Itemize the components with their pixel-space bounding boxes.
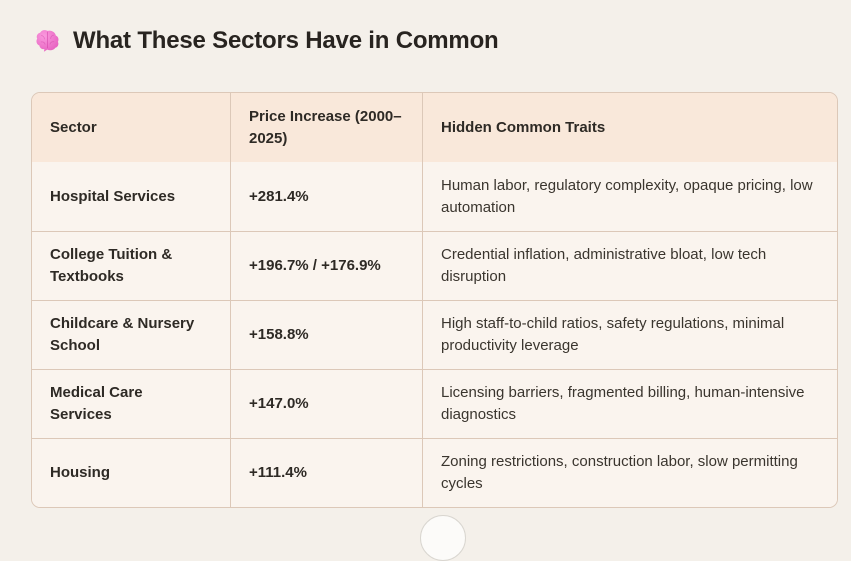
column-header-hidden-traits: Hidden Common Traits: [422, 93, 837, 162]
price-increase-cell: +111.4%: [230, 439, 422, 507]
column-header-price-increase: Price Increase (2000–2025): [230, 93, 422, 162]
price-increase-cell: +147.0%: [230, 370, 422, 438]
sector-comparison-table: Sector Price Increase (2000–2025) Hidden…: [31, 92, 838, 508]
sector-cell: Hospital Services: [50, 187, 176, 205]
table-body: Hospital Services +281.4% Human labor, reg…: [32, 162, 837, 507]
price-increase-cell: +196.7% / +176.9%: [230, 232, 422, 300]
price-increase-cell: +281.4%: [230, 162, 422, 231]
hidden-traits-cell: Credential inflation, administrative blo…: [422, 232, 837, 300]
scroll-down-button[interactable]: [420, 515, 466, 561]
page-title: What These Sectors Have in Common: [73, 27, 499, 54]
table-row: Housing +111.4% Zoning restrictions, const…: [32, 438, 837, 507]
brain-emoji: [36, 29, 59, 52]
sector-cell: Childcare & Nursery School: [50, 315, 195, 354]
hidden-traits-cell: Human labor, regulatory complexity, opaq…: [422, 162, 837, 231]
table-row: Medical Care Services +147.0% Licensing ba…: [32, 369, 837, 438]
column-header-sector: Sector: [50, 118, 97, 136]
sector-cell: College Tuition & Textbooks: [50, 246, 173, 285]
table-header-row: Sector Price Increase (2000–2025) Hidden…: [32, 93, 837, 162]
hidden-traits-cell: Zoning restrictions, construction labor,…: [422, 439, 837, 507]
price-increase-cell: +158.8%: [230, 301, 422, 369]
page-header: What These Sectors Have in Common: [34, 27, 499, 55]
table-row: College Tuition & Textbooks +196.7% / +17…: [32, 231, 837, 300]
sector-cell: Medical Care Services: [50, 384, 143, 423]
table-row: Hospital Services +281.4% Human labor, reg…: [32, 162, 837, 231]
table-row: Childcare & Nursery School +158.8% High st…: [32, 300, 837, 369]
hidden-traits-cell: Licensing barriers, fragmented billing, …: [422, 370, 837, 438]
hidden-traits-cell: High staff-to-child ratios, safety regul…: [422, 301, 837, 369]
sector-cell: Housing: [50, 464, 110, 481]
